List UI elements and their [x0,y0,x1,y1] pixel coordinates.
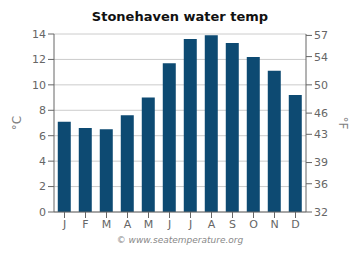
html-text:© www.seatemperature.org: © www.seatemperature.org [116,235,244,245]
svg-text:6: 6 [39,130,46,143]
svg-text:N: N [270,218,278,231]
svg-text:10: 10 [32,79,46,92]
svg-text:39: 39 [314,156,328,169]
svg-text:43: 43 [314,128,328,141]
svg-text:46: 46 [314,107,328,120]
svg-text:57: 57 [314,29,328,42]
svg-text:8: 8 [39,104,46,117]
svg-text:0: 0 [39,206,46,219]
svg-text:32: 32 [314,206,328,219]
svg-text:36: 36 [314,178,328,191]
svg-text:M: M [102,218,112,231]
svg-text:J: J [188,218,192,231]
svg-text:F: F [82,218,88,231]
svg-text:S: S [229,218,236,231]
svg-text:4: 4 [39,155,46,168]
svg-text:54: 54 [314,51,328,64]
svg-text:50: 50 [314,79,328,92]
svg-text:J: J [167,218,171,231]
svg-text:°F: °F [336,117,350,130]
svg-text:°C: °C [10,116,24,130]
svg-text:J: J [62,218,66,231]
svg-text:2: 2 [39,180,46,193]
svg-text:A: A [124,218,132,231]
svg-text:A: A [208,218,216,231]
svg-text:D: D [291,218,299,231]
svg-text:14: 14 [32,28,46,41]
html-text:Stonehaven water temp: Stonehaven water temp [91,9,269,24]
svg-text:M: M [144,218,154,231]
svg-text:O: O [249,218,258,231]
svg-text:12: 12 [32,53,46,66]
